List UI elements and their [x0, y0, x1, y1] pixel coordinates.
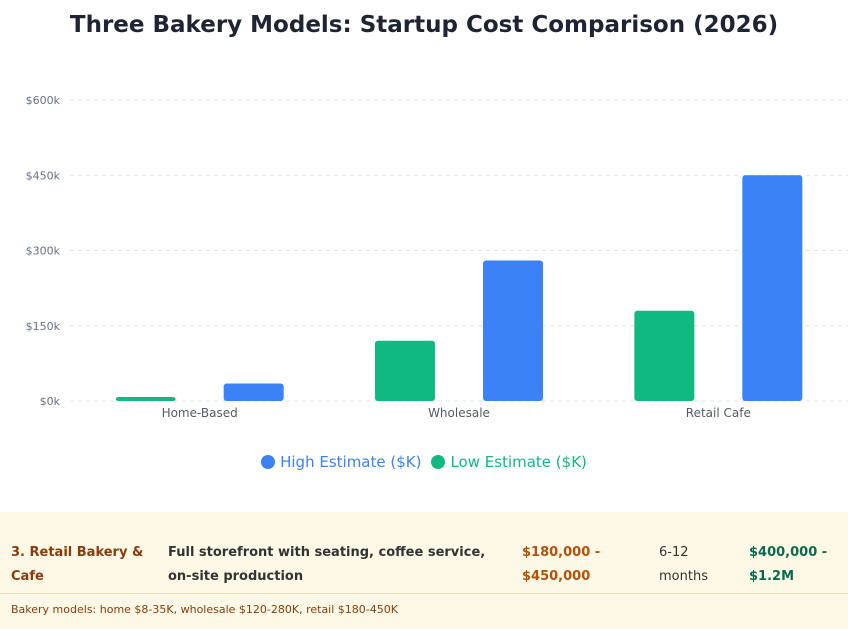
bar-high-wholesale[interactable] [483, 260, 543, 401]
bar-high-home-based[interactable] [223, 383, 284, 401]
description-cell: Full storefront with seating, coffee ser… [168, 545, 486, 584]
legend: High Estimate ($K) Low Estimate ($K) [0, 453, 848, 471]
legend-dot-low-icon [431, 455, 446, 469]
legend-label-low: Low Estimate ($K) [450, 453, 587, 471]
bar-low-wholesale[interactable] [375, 340, 435, 401]
legend-item-low[interactable]: Low Estimate ($K) [431, 453, 587, 471]
model-table: 3. Retail Bakery & Cafe Full storefront … [0, 512, 848, 629]
footnote: Bakery models: home $8-35K, wholesale $1… [11, 603, 398, 616]
x-tick-label: Home-Based [162, 406, 238, 420]
y-tick-label: $600k [26, 94, 61, 107]
bars [115, 175, 803, 401]
chart-title: Three Bakery Models: Startup Cost Compar… [69, 12, 779, 38]
legend-item-high[interactable]: High Estimate ($K) [261, 453, 421, 471]
grid-lines [70, 99, 848, 402]
y-tick-label: $150k [26, 320, 61, 333]
bar-chart: $0k $150k $300k $450k $600k Home-Based Wholes… [26, 94, 848, 420]
model-name-cell: 3. Retail Bakery & Cafe [11, 545, 144, 584]
bar-high-retail-cafe[interactable] [742, 175, 803, 401]
legend-dot-high-icon [261, 455, 276, 469]
table-row: 3. Retail Bakery & Cafe Full storefront … [0, 512, 848, 594]
timeline-cell: 6-12 months [659, 545, 708, 584]
legend-label-high: High Estimate ($K) [280, 453, 422, 471]
x-tick-label: Retail Cafe [686, 406, 751, 420]
y-tick-label: $0k [40, 395, 61, 408]
revenue-cell: $400,000 - $1.2M [749, 545, 828, 584]
bar-low-home-based[interactable] [115, 396, 176, 401]
cost-cell: $180,000 - $450,000 [522, 545, 601, 584]
y-axis-ticks: $0k $150k $300k $450k $600k [26, 94, 61, 408]
bar-low-retail-cafe[interactable] [634, 310, 695, 401]
x-tick-label: Wholesale [428, 406, 490, 420]
y-tick-label: $300k [26, 245, 61, 258]
x-axis-ticks: Home-Based Wholesale Retail Cafe [162, 406, 751, 420]
y-tick-label: $450k [26, 169, 61, 182]
